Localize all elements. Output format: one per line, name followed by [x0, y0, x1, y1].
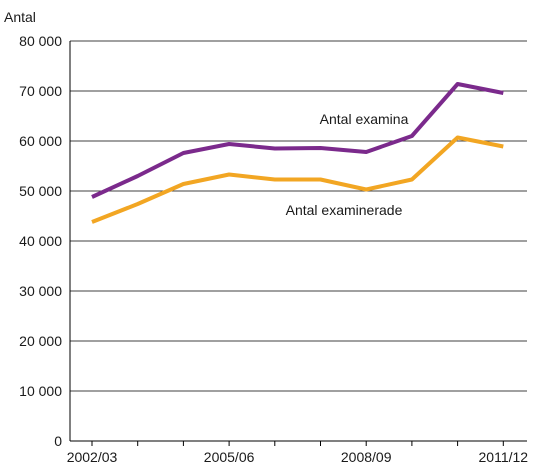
y-axis-ticks: 0 10 000 20 000 30 000 40 000 50 000 60 000 70 … — [19, 33, 62, 449]
series-label: Antal examina — [320, 111, 409, 127]
y-tick-label: 70 000 — [19, 83, 62, 99]
y-tick-label: 30 000 — [19, 283, 62, 299]
x-tick-label: 2002/03 — [67, 449, 118, 464]
y-tick-label: 10 000 — [19, 383, 62, 399]
x-tick-label: 2011/12 — [479, 449, 529, 464]
series-lines — [91, 82, 504, 224]
y-tick-label: 60 000 — [19, 133, 62, 149]
y-tick-label: 20 000 — [19, 333, 62, 349]
y-tick-label: 0 — [54, 433, 62, 449]
series-line — [91, 82, 504, 199]
y-tick-label: 80 000 — [19, 33, 62, 49]
series-label: Antal examinerade — [286, 202, 403, 218]
series-line — [91, 135, 504, 224]
x-tick-label: 2005/06 — [204, 449, 255, 464]
x-tick-label: 2008/09 — [341, 449, 392, 464]
x-axis-ticks: 2002/03 2005/06 2008/09 2011/12 — [67, 441, 529, 464]
gridlines — [70, 40, 527, 392]
y-axis-label: Antal — [4, 9, 36, 25]
series-labels: Antal examina Antal examinerade — [286, 111, 409, 218]
y-tick-label: 40 000 — [19, 233, 62, 249]
y-tick-label: 50 000 — [19, 183, 62, 199]
